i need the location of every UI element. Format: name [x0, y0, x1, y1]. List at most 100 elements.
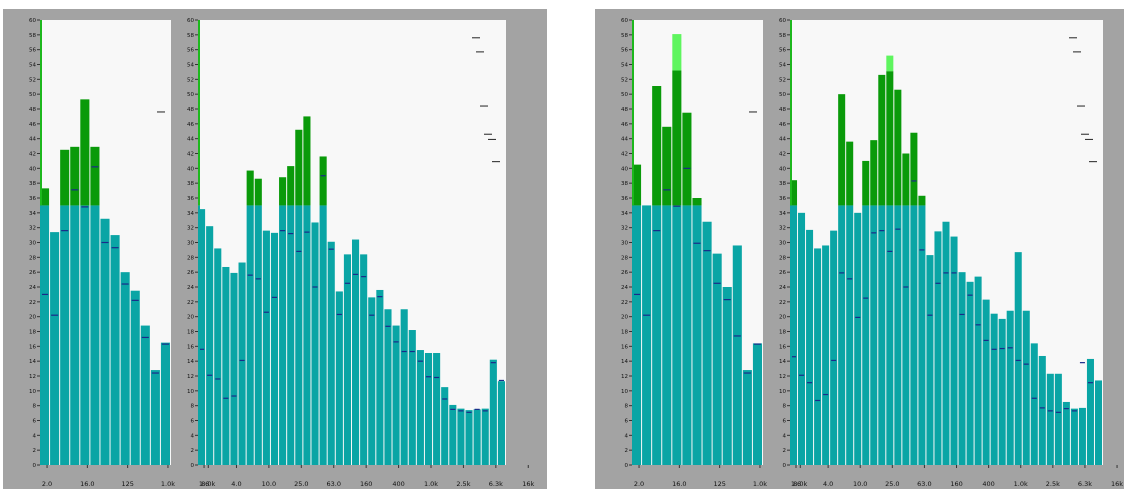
bar-peak-hold — [672, 34, 682, 71]
bar-base — [130, 290, 140, 465]
y-tick-label: 42 — [187, 152, 194, 158]
bar-base — [80, 205, 90, 465]
y-tick-label: 28 — [779, 255, 786, 261]
bar-overflow — [862, 160, 870, 206]
bar-base — [1054, 373, 1062, 465]
y-tick-label: 14 — [779, 359, 786, 365]
left-analyzer-high: 0246810121416182022242628303234363840424… — [187, 18, 535, 488]
x-tick-label: 1.0k — [161, 480, 175, 488]
x-tick-label: 1.6 — [199, 480, 209, 488]
bar-base — [160, 342, 170, 465]
y-tick-label: 16 — [779, 344, 786, 350]
bar-base — [327, 241, 335, 465]
y-tick-label: 8 — [783, 404, 787, 410]
x-tick-label: 16.0 — [672, 480, 686, 488]
y-tick-label: 58 — [29, 33, 36, 39]
y-tick-label: 16 — [187, 344, 194, 350]
x-tick-label: 16k — [1111, 480, 1123, 488]
y-tick-label: 8 — [191, 404, 195, 410]
x-tick-label: 16.0 — [80, 480, 94, 488]
y-tick-label: 40 — [779, 166, 786, 172]
x-tick-label: 8.0k — [793, 480, 807, 488]
y-tick-label: 14 — [621, 359, 628, 365]
bar-overflow — [692, 198, 702, 206]
y-tick-label: 22 — [779, 300, 786, 306]
bar-base — [262, 230, 270, 465]
y-tick-label: 32 — [621, 226, 628, 232]
bar-overflow — [295, 129, 303, 206]
bar-base — [481, 408, 489, 465]
bar-base — [1006, 310, 1014, 465]
y-tick-label: 4 — [191, 433, 195, 439]
x-tick-label: 10.0 — [262, 480, 276, 488]
bar-base — [246, 205, 254, 465]
bar-base — [662, 205, 672, 465]
y-tick-label: 0 — [191, 463, 195, 469]
y-tick-label: 26 — [29, 270, 36, 276]
bar-base — [854, 212, 862, 465]
bar-overflow — [838, 94, 846, 206]
bar-base — [672, 205, 682, 465]
y-tick-label: 18 — [29, 330, 36, 336]
y-tick-label: 22 — [29, 300, 36, 306]
y-tick-label: 46 — [621, 122, 628, 128]
y-tick-label: 24 — [187, 285, 194, 291]
bar-base — [214, 248, 222, 465]
x-tick-label: 6.3k — [1078, 480, 1092, 488]
bar-base — [652, 205, 662, 465]
y-tick-label: 58 — [621, 33, 628, 39]
y-tick-label: 42 — [621, 152, 628, 158]
y-tick-label: 42 — [779, 152, 786, 158]
y-tick-label: 50 — [621, 92, 628, 98]
y-tick-label: 36 — [621, 196, 628, 202]
y-tick-label: 56 — [29, 48, 36, 54]
y-tick-label: 52 — [779, 77, 786, 83]
bar-base — [449, 404, 457, 465]
y-tick-label: 54 — [29, 63, 36, 69]
y-tick-label: 2 — [783, 448, 787, 454]
bar-base — [473, 409, 481, 465]
bar-base — [902, 205, 910, 465]
bar-base — [230, 272, 238, 465]
bar-base — [270, 232, 279, 465]
y-tick-label: 60 — [187, 18, 194, 24]
y-tick-label: 50 — [779, 92, 786, 98]
bar-base — [1030, 343, 1038, 465]
bar-base — [934, 231, 942, 465]
bar-base — [798, 212, 806, 465]
bar-base — [926, 255, 934, 465]
y-tick-label: 30 — [187, 241, 194, 247]
y-tick-label: 20 — [29, 315, 36, 321]
y-tick-label: 46 — [187, 122, 194, 128]
bar-base — [1014, 252, 1022, 465]
y-tick-label: 12 — [779, 374, 786, 380]
y-tick-label: 48 — [187, 107, 194, 113]
y-tick-label: 34 — [29, 211, 36, 217]
y-tick-label: 10 — [779, 389, 786, 395]
bar-overflow — [894, 89, 902, 206]
bar-overflow — [287, 166, 295, 206]
bar-overflow — [662, 126, 672, 206]
y-tick-label: 24 — [621, 285, 628, 291]
bar-base — [368, 297, 376, 465]
x-tick-label: 2.5k — [1046, 480, 1060, 488]
bar-base — [814, 248, 822, 465]
y-tick-label: 32 — [779, 226, 786, 232]
x-tick-label: 125 — [121, 480, 133, 488]
bar-base — [254, 205, 262, 465]
x-tick-label: 1.6 — [791, 480, 801, 488]
bar-overflow — [80, 99, 90, 206]
bar-base — [222, 266, 230, 465]
y-tick-label: 32 — [29, 226, 36, 232]
bar-base — [424, 353, 433, 465]
y-tick-label: 26 — [621, 270, 628, 276]
bar-overflow — [279, 177, 287, 206]
y-tick-label: 34 — [187, 211, 194, 217]
y-tick-label: 36 — [29, 196, 36, 202]
x-tick-label: 4.0 — [231, 480, 241, 488]
bar-base — [120, 272, 130, 465]
bar-base — [343, 254, 351, 465]
x-tick-label: 160 — [360, 480, 372, 488]
x-tick-label: 1.0k — [753, 480, 767, 488]
